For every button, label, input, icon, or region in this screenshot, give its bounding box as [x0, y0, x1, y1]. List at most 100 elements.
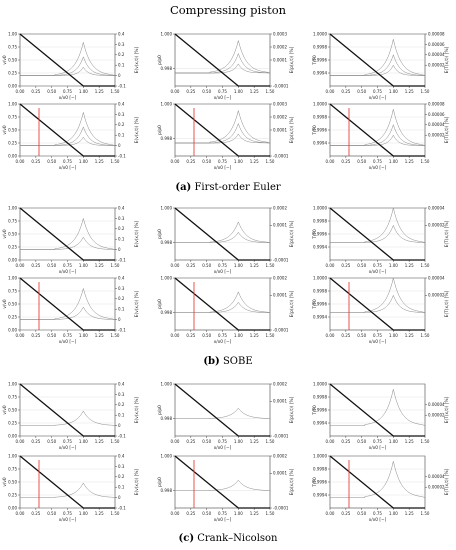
y-axis-label: T/T0 [312, 405, 318, 416]
x-tick-label: 1.00 [79, 89, 88, 94]
y-tick-label: 0.25 [8, 492, 17, 497]
y-right-tick-label: 0.1 [118, 63, 125, 68]
y-tick-label: 0.9994 [313, 492, 327, 497]
x-tick-label: 0.75 [63, 263, 72, 268]
x-tick-label: 1.25 [95, 263, 104, 268]
x-tick-label: 0.75 [63, 439, 72, 444]
panel-velocity: 0.00 0.25 0.50 0.75 1.00 1.25 1.50 x/x0 [−] 0.00… [2, 275, 140, 345]
x-tick-label: 0.50 [357, 159, 366, 164]
x-tick-label: 1.00 [389, 439, 398, 444]
y-right-tick-label: 0.0001 [273, 57, 287, 62]
x-tick-label: 0.25 [31, 89, 40, 94]
y-right-axis-label: E(p(x,t)) [%] [289, 220, 295, 247]
y-tick-label: 1.00 [8, 31, 17, 36]
y-right-tick-label: 0.0002 [273, 453, 287, 458]
y-tick-label: 0.00 [8, 327, 17, 332]
x-tick-label: 0.25 [186, 263, 195, 268]
x-tick-label: 1.50 [266, 263, 275, 268]
x-tick-label: 1.25 [250, 159, 259, 164]
x-axis-label: x/x0 [−] [214, 517, 232, 523]
y-tick-label: 1.0000 [313, 31, 327, 36]
y-tick-label: 0.75 [8, 114, 17, 119]
x-tick-label: 0.75 [63, 89, 72, 94]
y-right-tick-label: 0.00002 [428, 133, 445, 138]
y-right-tick-label: 0.00002 [428, 223, 445, 228]
y-axis-label: v/v0 [2, 55, 8, 65]
y-right-tick-label: 0 [118, 73, 121, 78]
x-tick-label: 0.50 [47, 159, 56, 164]
x-tick-label: 1.50 [111, 263, 120, 268]
x-tick-label: 0.00 [16, 511, 25, 516]
y-tick-label: 1.00 [8, 381, 17, 386]
y-right-tick-label: 0.0001 [273, 471, 287, 476]
error-series [330, 461, 426, 498]
error-series [330, 109, 426, 146]
y-right-tick-label: 0.00002 [428, 63, 445, 68]
x-tick-label: 1.25 [250, 89, 259, 94]
profile-series [19, 33, 115, 87]
y-tick-label: 0.75 [8, 288, 17, 293]
y-tick-label: 1.0000 [313, 275, 327, 280]
x-tick-label: 0.00 [326, 333, 335, 338]
y-right-axis-label: E(v(x,t)) [%] [134, 290, 140, 317]
error-series [175, 122, 271, 144]
x-tick-label: 0.50 [357, 89, 366, 94]
y-tick-label: 0.9994 [313, 140, 327, 145]
y-right-tick-label: 0.0001 [273, 399, 287, 404]
x-tick-label: 0.00 [171, 511, 180, 516]
y-tick-label: 0.50 [8, 301, 17, 306]
y-right-tick-label: 0.0001 [273, 223, 287, 228]
y-tick-label: 1.0000 [313, 381, 327, 386]
y-tick-label: 1.000 [161, 381, 173, 386]
x-tick-label: 0.50 [202, 333, 211, 338]
y-tick-label: 0.9996 [313, 231, 327, 236]
y-tick-label: 0.50 [8, 127, 17, 132]
x-tick-label: 0.50 [47, 89, 56, 94]
x-tick-label: 0.75 [218, 511, 227, 516]
y-tick-label: 0.9994 [313, 244, 327, 249]
y-right-tick-label: 0.1 [118, 237, 125, 242]
y-right-axis-label: E(p(x,t)) [%] [289, 290, 295, 317]
profile-series [19, 103, 115, 157]
error-series [330, 277, 426, 313]
x-axis-label: x/x0 [−] [214, 269, 232, 275]
y-tick-label: 0.9996 [313, 127, 327, 132]
profile-series [19, 277, 115, 331]
y-tick-label: 0.25 [8, 70, 17, 75]
y-tick-label: 0.9998 [313, 394, 327, 399]
y-axis-label: T/T0 [312, 229, 318, 240]
caption-b-text: SOBE [219, 356, 253, 367]
plot-frame [174, 103, 271, 157]
y-tick-label: 0.25 [8, 314, 17, 319]
y-tick-label: 0.998 [161, 66, 173, 71]
y-right-axis-label: E(v(x,t)) [%] [134, 396, 140, 423]
x-tick-label: 0.25 [341, 439, 350, 444]
y-tick-label: 1.000 [161, 205, 173, 210]
y-right-tick-label: -0.1 [118, 505, 126, 510]
error-series [20, 126, 116, 146]
y-right-tick-label: -0.0001 [273, 505, 289, 510]
x-tick-label: 1.00 [234, 263, 243, 268]
x-tick-label: 0.00 [326, 263, 335, 268]
x-axis-label: x/x0 [−] [59, 339, 77, 345]
x-tick-label: 1.25 [405, 511, 414, 516]
y-right-tick-label: 0 [118, 317, 121, 322]
y-right-tick-label: 0.0001 [273, 127, 287, 132]
x-tick-label: 0.25 [31, 263, 40, 268]
x-tick-label: 1.50 [421, 511, 430, 516]
y-tick-label: 0.9996 [313, 479, 327, 484]
x-tick-label: 1.00 [389, 333, 398, 338]
panel-temperature: 0.00 0.25 0.50 0.75 1.00 1.25 1.50 x/x0 [−] 0.99… [312, 275, 450, 345]
y-right-tick-label: 0.2 [118, 402, 125, 407]
y-right-axis-label: E(v(x,t)) [%] [134, 220, 140, 247]
y-right-tick-label: -0.1 [118, 433, 126, 438]
x-tick-label: 0.25 [341, 511, 350, 516]
x-tick-label: 0.00 [171, 333, 180, 338]
y-right-tick-label: 0.3 [118, 216, 125, 221]
x-tick-label: 0.75 [218, 263, 227, 268]
y-tick-label: 1.000 [161, 31, 173, 36]
y-tick-label: 1.0000 [313, 453, 327, 458]
error-series [330, 389, 426, 426]
x-tick-label: 0.50 [357, 439, 366, 444]
x-tick-label: 1.50 [111, 333, 120, 338]
